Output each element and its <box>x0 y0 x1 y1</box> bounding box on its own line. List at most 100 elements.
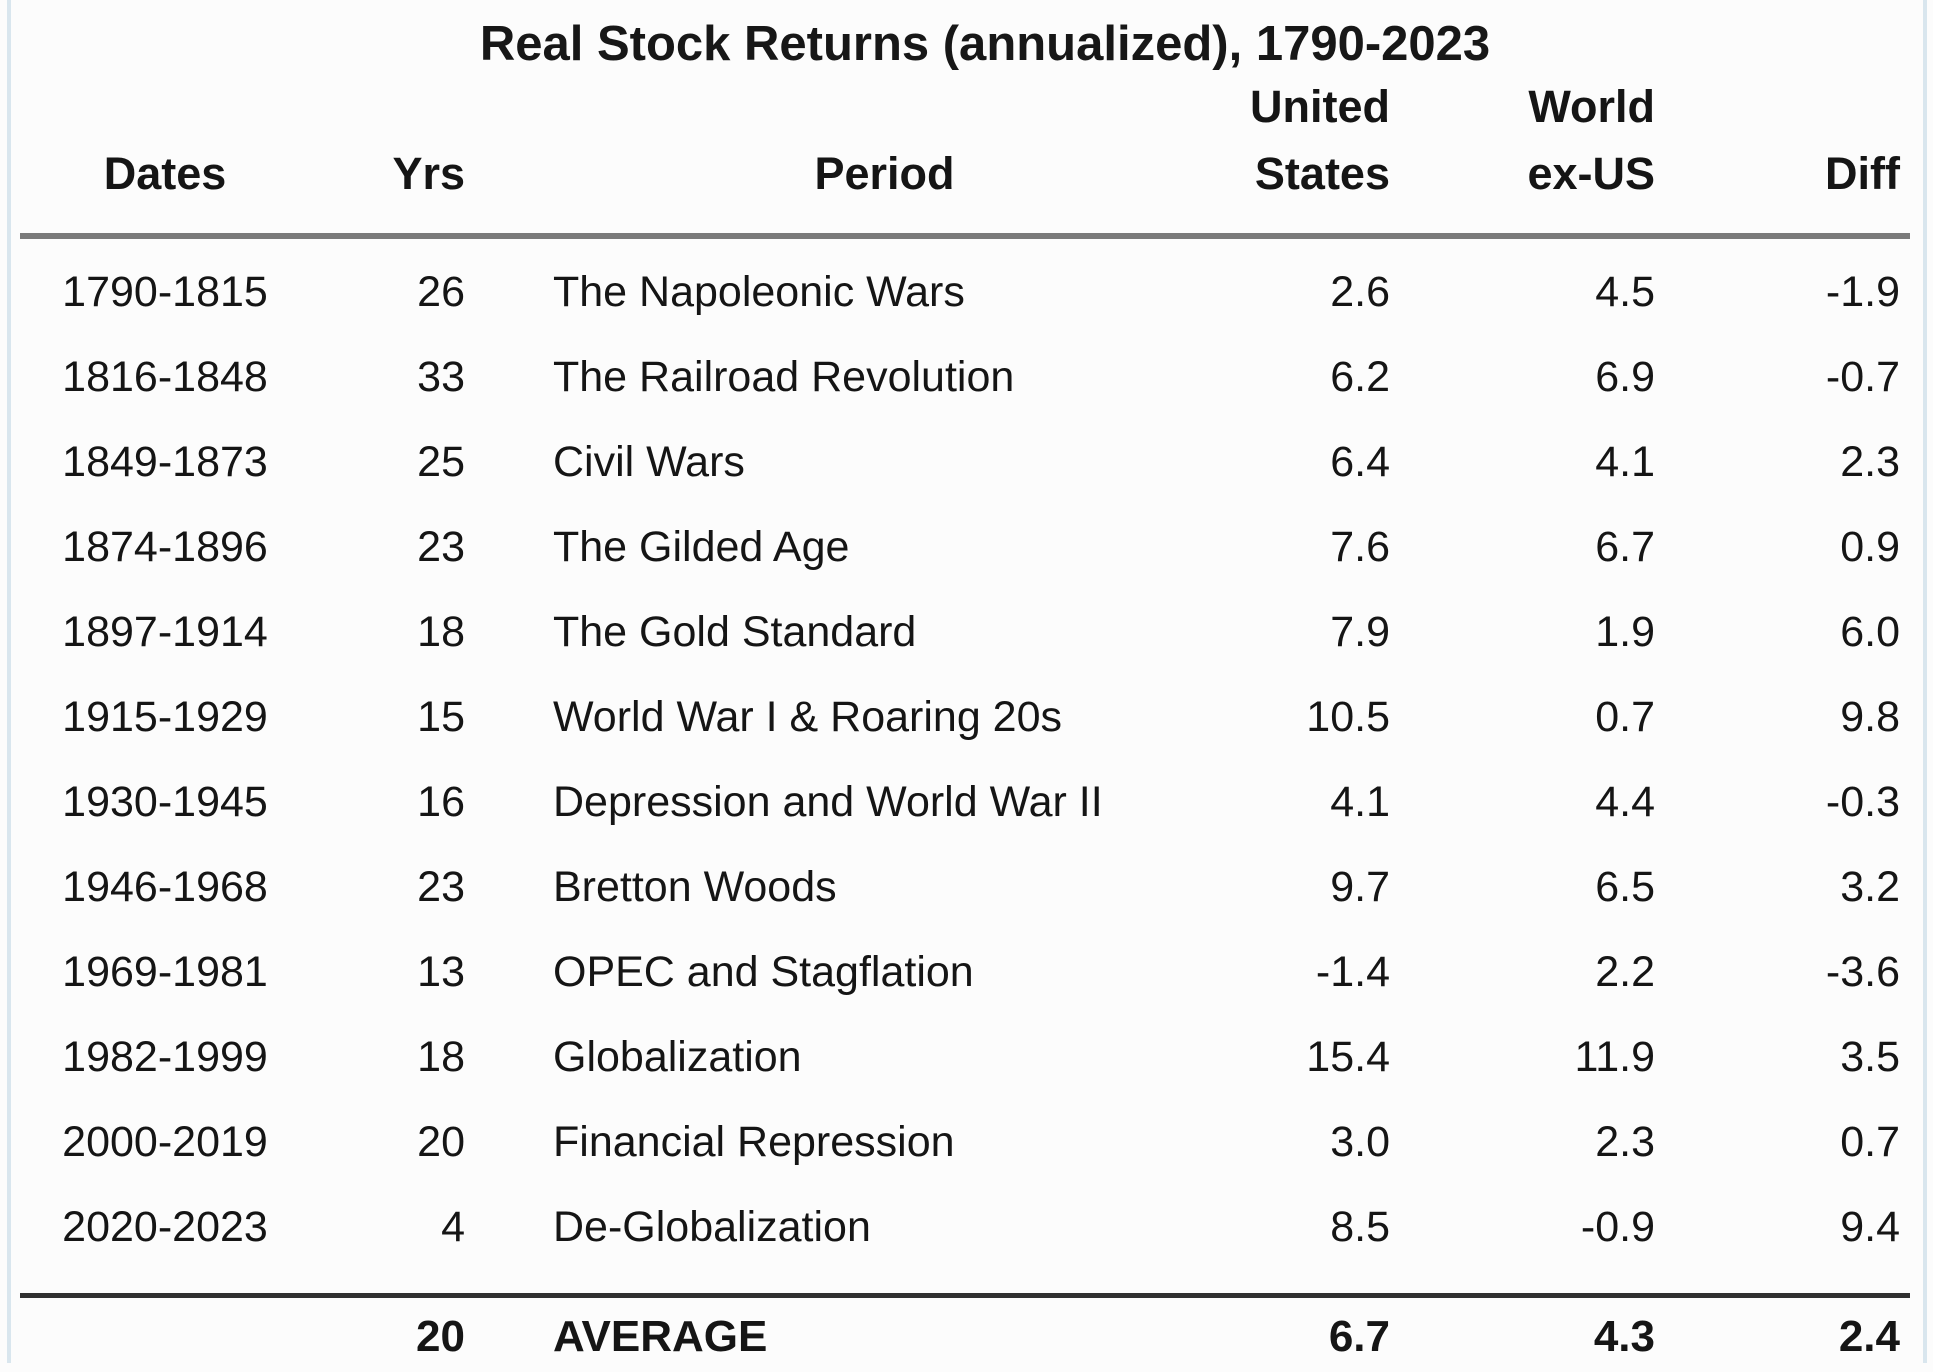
cell-dates: 1897-1914 <box>20 590 310 675</box>
cell-world: 6.5 <box>1405 845 1670 930</box>
cell-us: 7.6 <box>1125 505 1405 590</box>
returns-table: Dates Yrs Period United States World ex-… <box>20 72 1910 1372</box>
cell-period: The Gold Standard <box>485 590 1125 675</box>
cell-diff: 3.2 <box>1670 845 1910 930</box>
table-title: Real Stock Returns (annualized), 1790-20… <box>20 0 1910 72</box>
cell-yrs: 16 <box>310 760 485 845</box>
column-header-period-label: Period <box>645 140 1124 207</box>
cell-yrs: 20 <box>310 1100 485 1185</box>
cell-world: 4.4 <box>1405 760 1670 845</box>
average-cell-world: 4.3 <box>1405 1296 1670 1372</box>
cell-dates: 1849-1873 <box>20 420 310 505</box>
left-edge-line <box>7 0 11 1363</box>
cell-dates: 1982-1999 <box>20 1015 310 1100</box>
cell-us: 6.2 <box>1125 335 1405 420</box>
cell-dates: 1915-1929 <box>20 675 310 760</box>
cell-world: 0.7 <box>1405 675 1670 760</box>
column-header-united-states: United States <box>1125 72 1405 236</box>
cell-diff: 2.3 <box>1670 420 1910 505</box>
cell-diff: 9.8 <box>1670 675 1910 760</box>
cell-us: 9.7 <box>1125 845 1405 930</box>
cell-dates: 1969-1981 <box>20 930 310 1015</box>
cell-yrs: 18 <box>310 590 485 675</box>
cell-yrs: 18 <box>310 1015 485 1100</box>
cell-period: Depression and World War II <box>485 760 1125 845</box>
cell-us: -1.4 <box>1125 930 1405 1015</box>
average-cell-period: AVERAGE <box>485 1296 1125 1372</box>
cell-us: 2.6 <box>1125 236 1405 335</box>
column-header-diff-label: Diff <box>1671 140 1900 207</box>
column-header-united-states-line1: United <box>1126 73 1390 140</box>
average-cell-dates <box>20 1296 310 1372</box>
cell-dates: 1790-1815 <box>20 236 310 335</box>
cell-diff: -3.6 <box>1670 930 1910 1015</box>
column-header-world-ex-us-line2: ex-US <box>1406 140 1655 207</box>
cell-diff: 9.4 <box>1670 1185 1910 1296</box>
cell-diff: -0.7 <box>1670 335 1910 420</box>
cell-diff: 3.5 <box>1670 1015 1910 1100</box>
cell-yrs: 4 <box>310 1185 485 1296</box>
cell-period: The Gilded Age <box>485 505 1125 590</box>
cell-dates: 1816-1848 <box>20 335 310 420</box>
cell-period: Civil Wars <box>485 420 1125 505</box>
cell-dates: 2000-2019 <box>20 1100 310 1185</box>
cell-dates: 1946-1968 <box>20 845 310 930</box>
cell-period: OPEC and Stagflation <box>485 930 1125 1015</box>
cell-period: The Napoleonic Wars <box>485 236 1125 335</box>
column-header-dates-label: Dates <box>21 140 309 207</box>
cell-dates: 1874-1896 <box>20 505 310 590</box>
cell-us: 7.9 <box>1125 590 1405 675</box>
cell-diff: 0.7 <box>1670 1100 1910 1185</box>
cell-period: The Railroad Revolution <box>485 335 1125 420</box>
cell-us: 15.4 <box>1125 1015 1405 1100</box>
cell-world: 11.9 <box>1405 1015 1670 1100</box>
cell-yrs: 13 <box>310 930 485 1015</box>
cell-dates: 2020-2023 <box>20 1185 310 1296</box>
cell-world: -0.9 <box>1405 1185 1670 1296</box>
cell-world: 2.3 <box>1405 1100 1670 1185</box>
cell-period: World War I & Roaring 20s <box>485 675 1125 760</box>
cell-diff: 6.0 <box>1670 590 1910 675</box>
cell-dates: 1930-1945 <box>20 760 310 845</box>
cell-us: 4.1 <box>1125 760 1405 845</box>
cell-us: 8.5 <box>1125 1185 1405 1296</box>
table-footer: 20 AVERAGE 6.7 4.3 2.4 <box>20 1296 1910 1372</box>
average-cell-yrs: 20 <box>310 1296 485 1372</box>
table-header: Dates Yrs Period United States World ex-… <box>20 72 1910 236</box>
column-header-diff: Diff <box>1670 72 1910 236</box>
column-header-united-states-line2: States <box>1126 140 1390 207</box>
cell-period: De-Globalization <box>485 1185 1125 1296</box>
cell-yrs: 23 <box>310 845 485 930</box>
cell-yrs: 33 <box>310 335 485 420</box>
cell-us: 3.0 <box>1125 1100 1405 1185</box>
cell-diff: -0.3 <box>1670 760 1910 845</box>
cell-yrs: 15 <box>310 675 485 760</box>
cell-world: 2.2 <box>1405 930 1670 1015</box>
cell-world: 1.9 <box>1405 590 1670 675</box>
average-row: 20 AVERAGE 6.7 4.3 2.4 <box>20 1296 1910 1372</box>
cell-period: Globalization <box>485 1015 1125 1100</box>
column-header-period: Period <box>485 72 1125 236</box>
cell-yrs: 25 <box>310 420 485 505</box>
cell-period: Financial Repression <box>485 1100 1125 1185</box>
cell-world: 6.9 <box>1405 335 1670 420</box>
average-cell-us: 6.7 <box>1125 1296 1405 1372</box>
column-header-yrs-label: Yrs <box>311 140 465 207</box>
column-header-dates: Dates <box>20 72 310 236</box>
average-cell-diff: 2.4 <box>1670 1296 1910 1372</box>
cell-us: 6.4 <box>1125 420 1405 505</box>
column-header-world-ex-us-line1: World <box>1406 73 1655 140</box>
cell-world: 4.5 <box>1405 236 1670 335</box>
header-row: Dates Yrs Period United States World ex-… <box>20 72 1910 236</box>
